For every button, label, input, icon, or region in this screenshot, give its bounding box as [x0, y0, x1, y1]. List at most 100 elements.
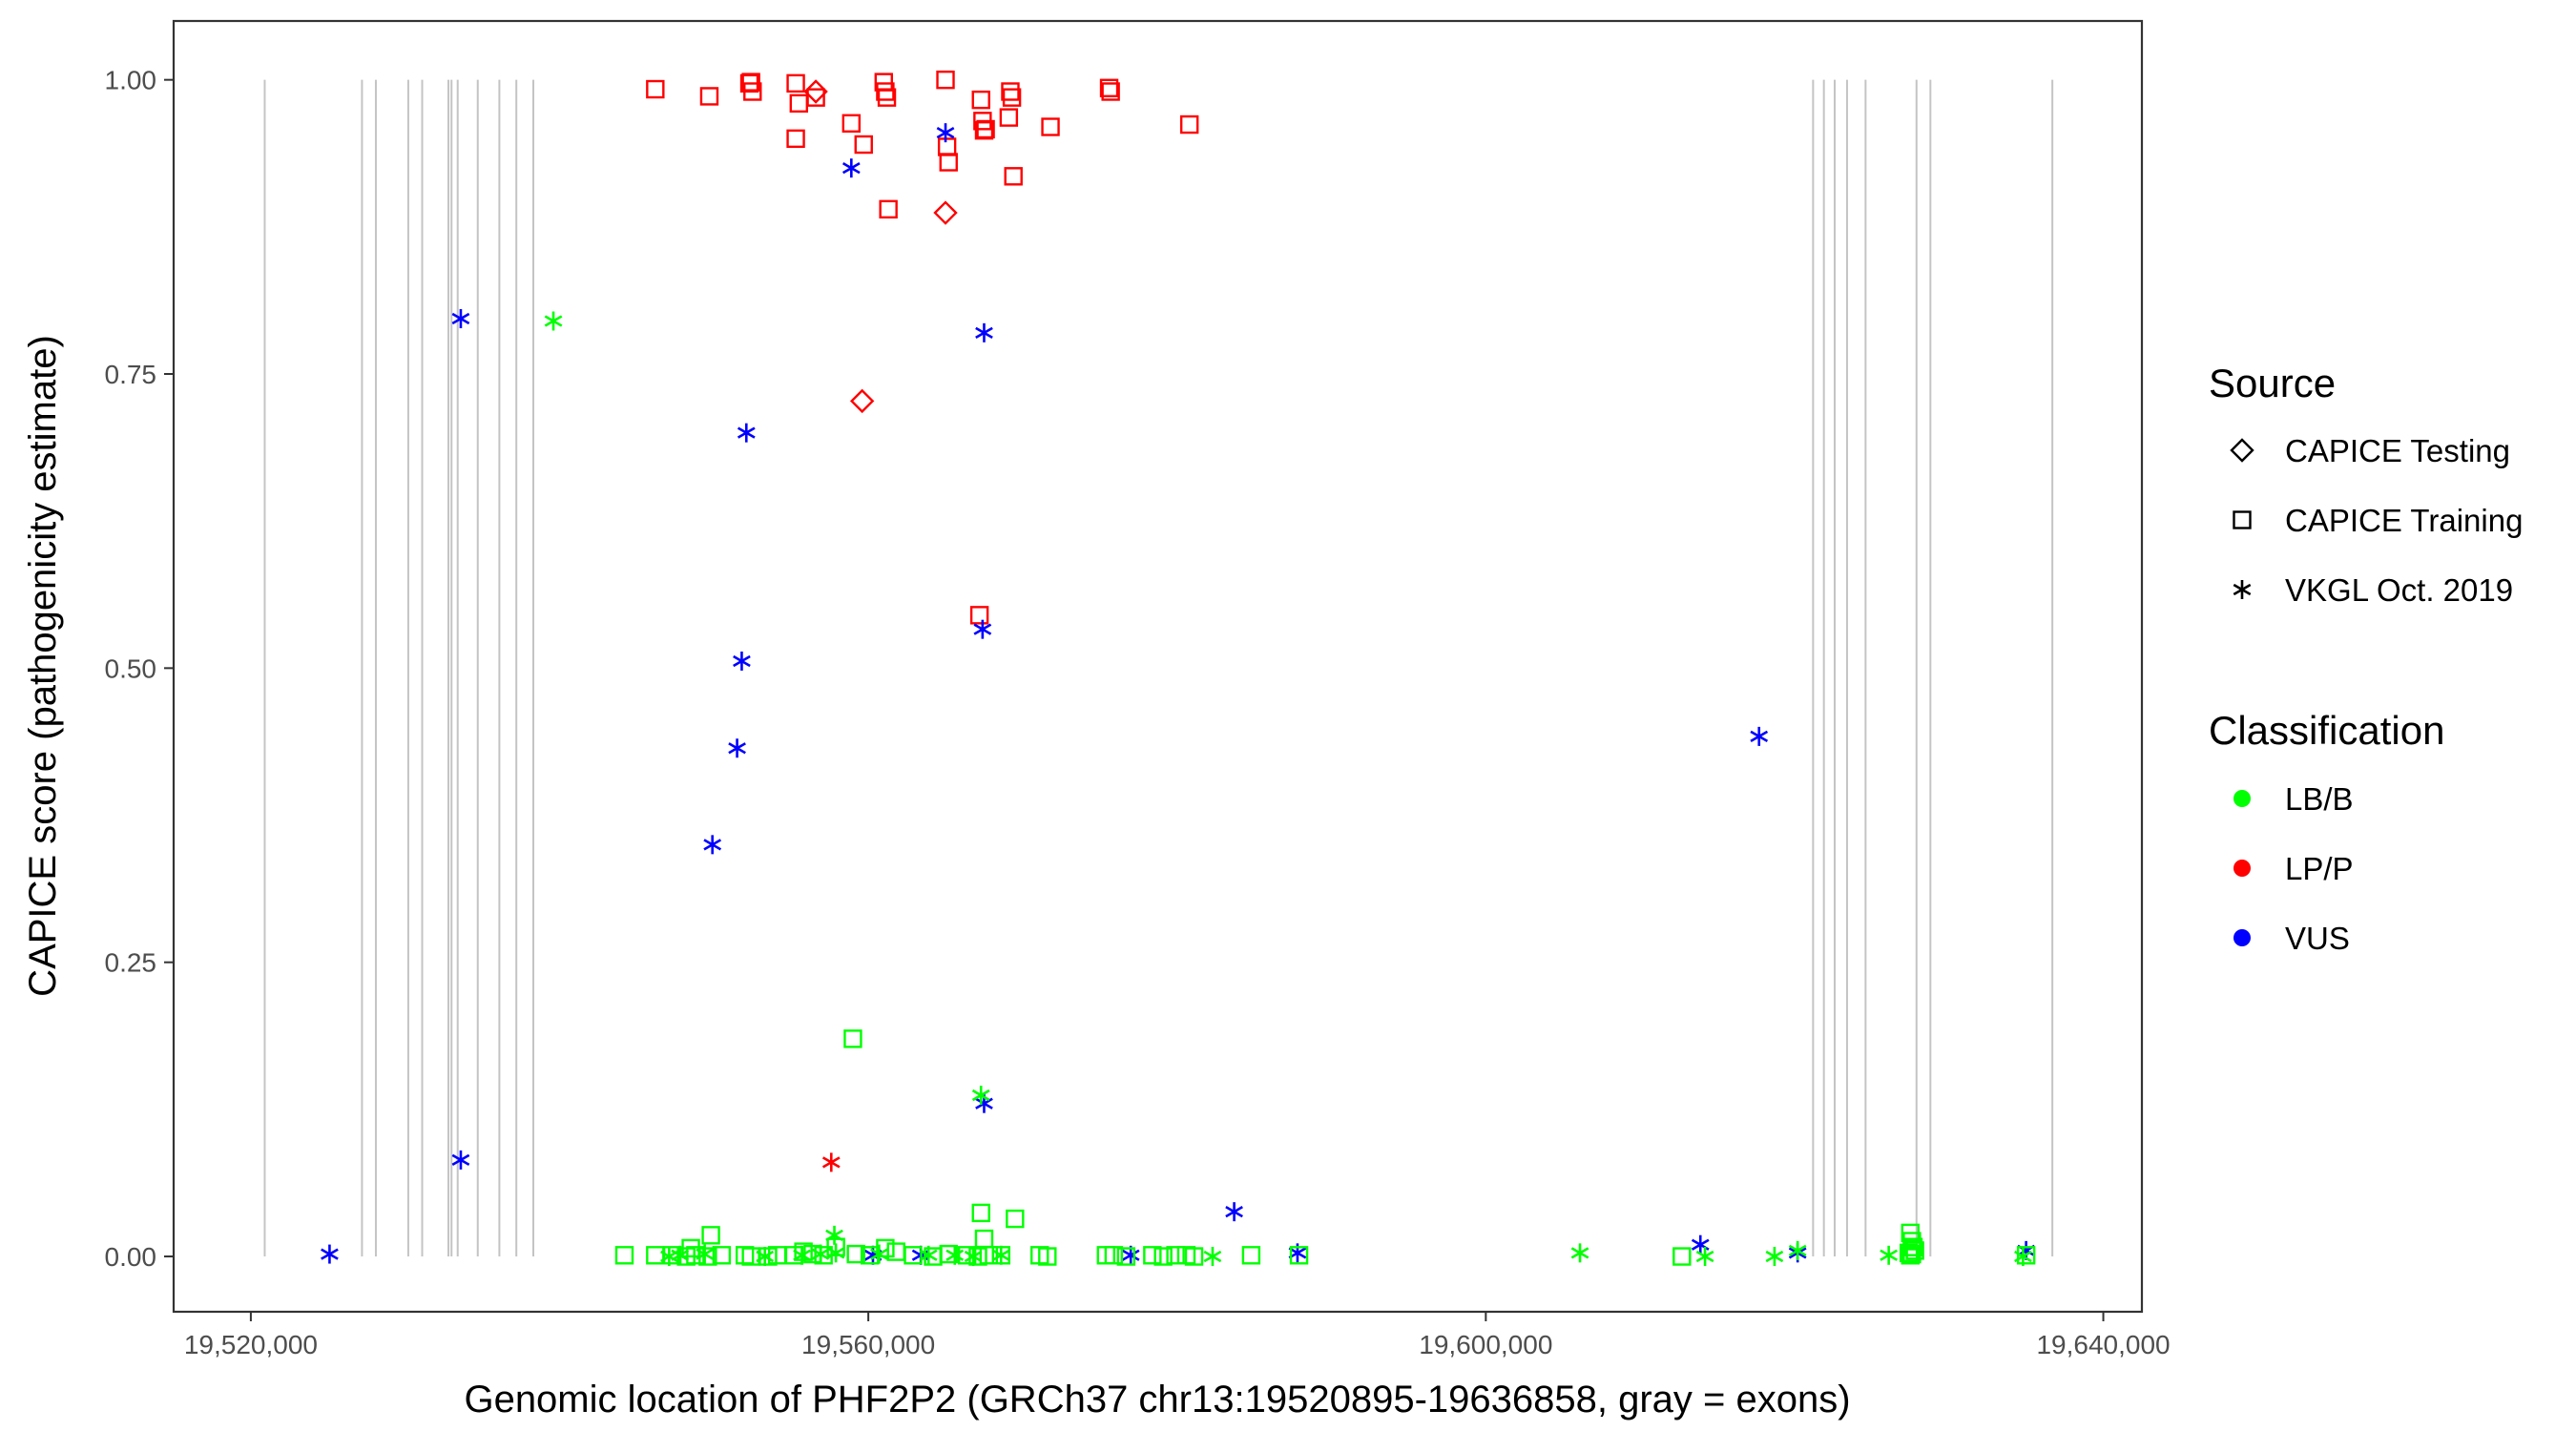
data-point: [686, 1246, 705, 1265]
data-point: [991, 1246, 1010, 1265]
x-tick-label: 19,600,000: [1419, 1330, 1552, 1359]
data-point: [936, 123, 955, 143]
data-point: [1143, 1246, 1162, 1265]
data-point: [1006, 1209, 1025, 1229]
data-point: [743, 82, 762, 101]
data-point: [728, 738, 746, 758]
data-point: [741, 73, 760, 92]
data-point: [806, 88, 825, 107]
data-point: [1004, 167, 1023, 186]
data-point: [699, 87, 719, 106]
data-point: [999, 108, 1019, 127]
data-point: [976, 119, 995, 139]
data-point: [821, 1152, 841, 1172]
data-point: [321, 1244, 339, 1264]
data-point: [784, 1246, 804, 1265]
data-point: [786, 73, 805, 93]
legend-source-label: CAPICE Testing: [2285, 433, 2510, 468]
data-point: [1901, 1246, 1920, 1265]
data-point: [841, 114, 862, 134]
data-point: [451, 1150, 470, 1170]
data-point: [968, 1247, 987, 1266]
data-point: [841, 158, 861, 178]
data-point: [1750, 726, 1769, 746]
data-point: [1672, 1247, 1692, 1266]
data-point: [849, 388, 875, 414]
x-tick-label: 19,640,000: [2036, 1330, 2170, 1359]
data-point: [854, 135, 873, 155]
legend-classification-title: Classification: [2209, 708, 2444, 753]
data-point: [1184, 1247, 1204, 1266]
data-point: [703, 835, 722, 855]
data-point: [676, 1247, 696, 1266]
data-point: [843, 1029, 862, 1048]
x-tick-label: 19,560,000: [801, 1330, 935, 1359]
data-point: [1899, 1243, 1919, 1263]
data-point: [2016, 1246, 2036, 1265]
data-point: [974, 121, 994, 140]
data-point: [1179, 114, 1199, 135]
data-point: [737, 423, 756, 443]
legend-source-key: [2233, 580, 2252, 599]
data-point: [1905, 1241, 1924, 1260]
data-point: [803, 79, 828, 104]
legend-class-items: LB/B LP/P VUS: [2233, 781, 2354, 956]
data-point: [1001, 82, 1020, 101]
data-point: [957, 1246, 977, 1265]
data-point: [1041, 117, 1060, 136]
legend-class-label: VUS: [2285, 921, 2350, 956]
data-point: [1038, 1247, 1057, 1266]
data-point: [803, 1244, 822, 1264]
x-axis-title: Genomic location of PHF2P2 (GRCh37 chr13…: [464, 1379, 1850, 1421]
y-axis-title: CAPICE score (pathogenicity estimate): [22, 335, 64, 997]
data-point: [991, 1245, 1010, 1265]
y-tick-label: 1.00: [105, 66, 157, 95]
data-point: [451, 309, 470, 329]
legend: Source Classification CAPICE TestingCAPI…: [2209, 361, 2523, 956]
data-point: [973, 619, 992, 639]
legend-source-items: CAPICE Testing CAPICE Training VKGL Oct. 2…: [2230, 433, 2523, 608]
data-point: [1289, 1246, 1309, 1265]
exon-lines: [263, 79, 2054, 1257]
data-point: [1241, 1246, 1261, 1265]
legend-class-key: [2233, 860, 2251, 877]
data-point: [877, 88, 897, 107]
data-point: [786, 129, 805, 149]
data-point: [1570, 1243, 1589, 1263]
legend-class-label: LB/B: [2285, 781, 2354, 817]
data-point: [971, 1086, 990, 1106]
data-point: [1002, 88, 1022, 107]
legend-source-label: CAPICE Training: [2285, 503, 2523, 538]
data-point: [1788, 1240, 1807, 1260]
data-point: [876, 82, 895, 101]
data-point: [979, 1246, 999, 1265]
data-point: [936, 70, 955, 90]
data-point: [1225, 1202, 1243, 1222]
data-point: [971, 90, 990, 110]
data-point: [758, 1247, 778, 1266]
legend-class-key: [2233, 790, 2251, 807]
data-point: [646, 79, 665, 99]
data-point: [1880, 1245, 1898, 1265]
y-tick-label: 0.75: [105, 360, 157, 389]
y-axis: 0.00 0.25 0.50 0.75 1.00: [105, 66, 174, 1272]
data-point: [1765, 1247, 1784, 1267]
data-point: [733, 651, 751, 671]
data-point: [1902, 1244, 1922, 1264]
data-point: [735, 1246, 755, 1265]
x-axis: 19,520,000 19,560,000 19,600,000 19,640,000: [184, 1312, 2171, 1359]
data-point: [846, 1244, 865, 1264]
data-point: [904, 1246, 923, 1265]
data-point: [794, 1242, 813, 1261]
data-point: [933, 200, 958, 225]
data-point: [1101, 82, 1120, 101]
data-point: [939, 153, 958, 172]
data-point: [712, 1246, 732, 1265]
data-point: [939, 1244, 958, 1264]
data-point: [1166, 1246, 1185, 1265]
x-tick-label: 19,520,000: [184, 1330, 318, 1359]
legend-source-key: [2233, 510, 2252, 529]
data-point: [614, 1246, 634, 1265]
